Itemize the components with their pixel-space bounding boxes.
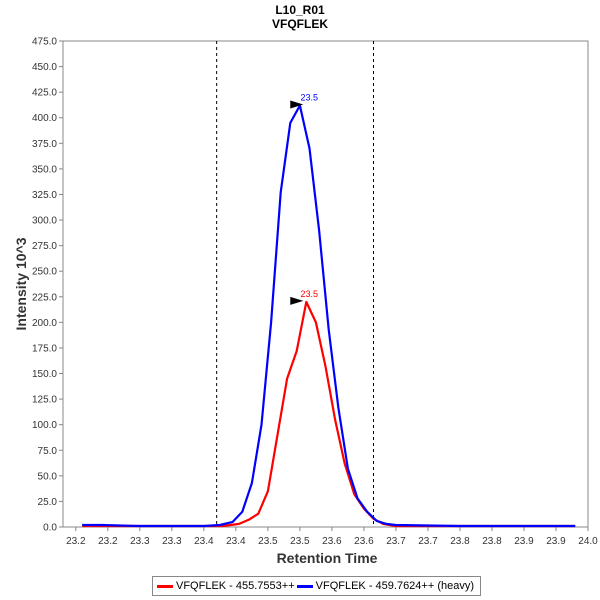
y-tick-label: 400.0 — [32, 113, 57, 124]
y-tick-label: 250.0 — [32, 267, 57, 278]
legend-swatch-light — [157, 584, 173, 588]
x-tick-label: 23.5 — [258, 536, 278, 547]
x-tick-label: 23.2 — [98, 536, 118, 547]
y-tick-label: 275.0 — [32, 241, 57, 252]
y-tick-label: 25.0 — [38, 497, 58, 508]
peak-arrow-0 — [290, 296, 304, 305]
x-tick-label: 23.9 — [514, 536, 534, 547]
y-tick-label: 225.0 — [32, 292, 57, 303]
legend-item-heavy: VFQFLEK - 459.7624++ (heavy) — [296, 580, 475, 592]
legend: VFQFLEK - 455.7553++ VFQFLEK - 459.7624+… — [152, 576, 482, 596]
x-tick-label: 23.3 — [162, 536, 182, 547]
chart-title: L10_R01 — [275, 3, 325, 17]
legend-item-light: VFQFLEK - 455.7553++ — [157, 580, 295, 592]
y-tick-label: 475.0 — [32, 37, 57, 48]
x-tick-label: 23.8 — [450, 536, 470, 547]
x-tick-label: 23.6 — [322, 536, 342, 547]
x-tick-label: 23.6 — [354, 536, 374, 547]
chart-subtitle: VFQFLEK — [272, 17, 328, 31]
legend-label-heavy: VFQFLEK - 459.7624++ (heavy) — [315, 580, 475, 592]
series-line-1 — [82, 104, 576, 528]
y-axis: 0.0 25.0 50.0 75.0 100.0 125.0 150.0 175.0 200.0… — [32, 37, 63, 534]
y-axis-title: Intensity 10^3 — [13, 237, 29, 330]
y-tick-label: 425.0 — [32, 88, 57, 99]
x-axis-title: Retention Time — [277, 550, 378, 566]
legend-swatch-heavy — [296, 584, 313, 588]
y-tick-label: 450.0 — [32, 62, 57, 73]
y-tick-label: 350.0 — [32, 164, 57, 175]
x-tick-label: 23.4 — [226, 536, 246, 547]
y-tick-label: 300.0 — [32, 216, 57, 227]
x-tick-label: 23.7 — [418, 536, 438, 547]
x-tick-label: 23.7 — [386, 536, 406, 547]
y-tick-label: 375.0 — [32, 139, 57, 150]
x-tick-label: 23.2 — [66, 536, 86, 547]
x-tick-label: 23.8 — [482, 536, 502, 547]
integration-boundaries — [216, 41, 375, 527]
y-tick-label: 75.0 — [38, 446, 58, 457]
legend-label-light: VFQFLEK - 455.7553++ — [176, 580, 295, 592]
y-tick-label: 0.0 — [43, 523, 57, 534]
y-tick-label: 325.0 — [32, 190, 57, 201]
x-tick-label: 23.4 — [194, 536, 214, 547]
y-tick-label: 50.0 — [38, 471, 58, 482]
y-tick-label: 150.0 — [32, 369, 57, 380]
peak-label-1: 23.5 — [301, 92, 319, 102]
x-tick-label: 23.3 — [130, 536, 150, 547]
y-tick-label: 175.0 — [32, 343, 57, 354]
plot-area — [62, 40, 589, 528]
y-tick-label: 200.0 — [32, 318, 57, 329]
y-tick-label: 125.0 — [32, 395, 57, 406]
x-tick-label: 23.9 — [546, 536, 566, 547]
peak-label-0: 23.5 — [301, 289, 319, 299]
x-axis: 23.2 23.2 23.3 23.3 23.4 23.4 23.5 23.5 23.6 23.6… — [66, 527, 598, 547]
x-tick-label: 23.5 — [290, 536, 310, 547]
peak-arrow-1 — [290, 100, 304, 109]
x-tick-label: 24.0 — [578, 536, 598, 547]
y-tick-label: 100.0 — [32, 420, 57, 431]
series-group: 23.5 23.5 — [82, 92, 576, 528]
